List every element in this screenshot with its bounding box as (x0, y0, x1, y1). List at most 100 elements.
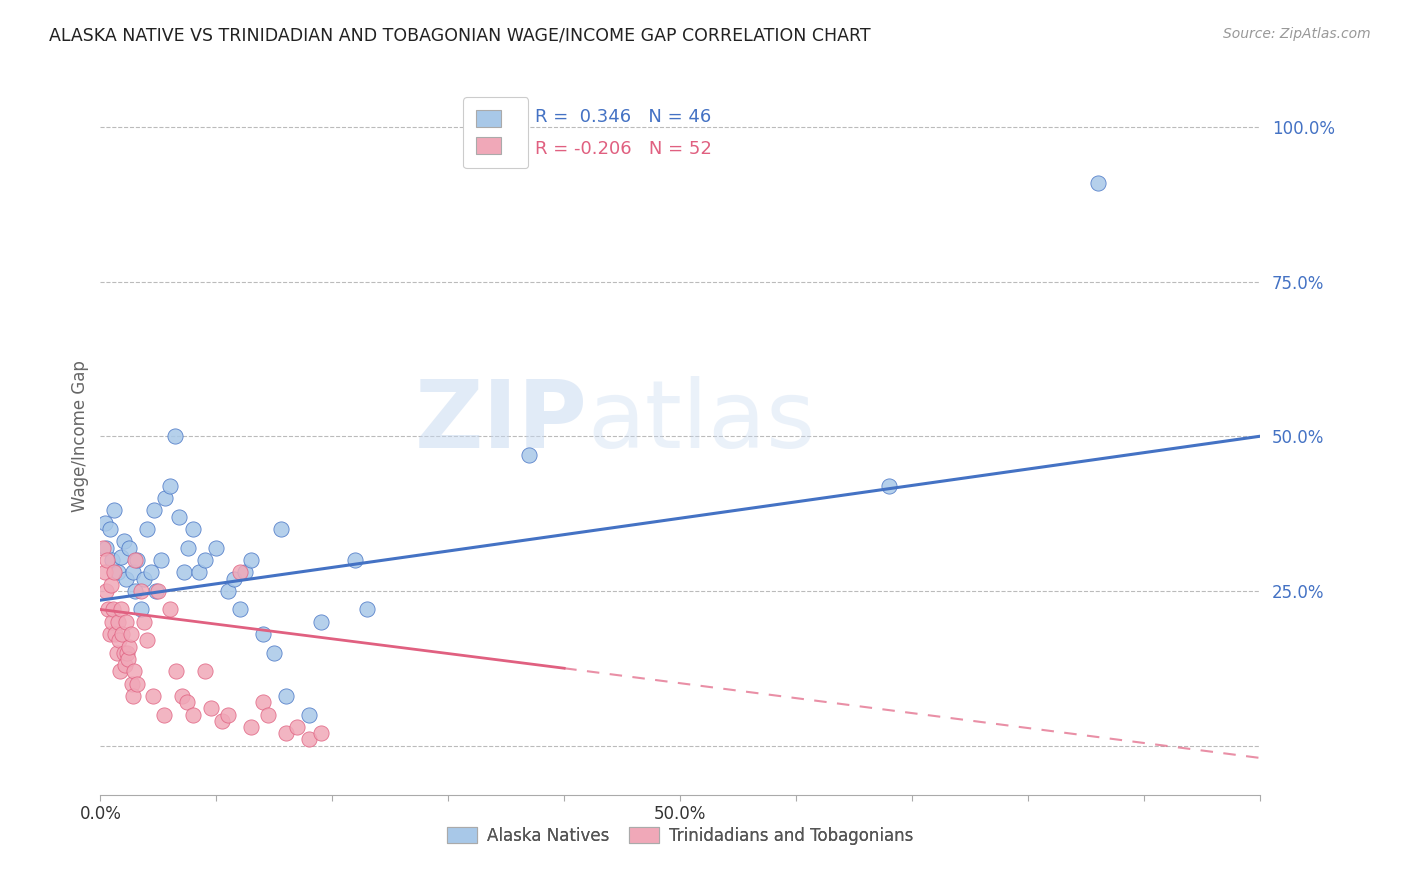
Point (181, 522, 204, 536)
Point (877, 479, 900, 493)
Point (115, 615, 138, 629)
Point (309, 726, 332, 740)
Point (124, 553, 146, 567)
Point (149, 553, 172, 567)
Text: R = -0.206   N = 52: R = -0.206 N = 52 (536, 140, 711, 158)
Point (101, 553, 124, 567)
Text: R =  0.346   N = 46: R = 0.346 N = 46 (536, 108, 711, 127)
Text: ZIP: ZIP (415, 376, 588, 468)
Point (176, 695, 198, 709)
Point (187, 566, 209, 580)
Point (167, 509, 190, 524)
Point (240, 720, 263, 734)
Point (107, 615, 129, 629)
Point (121, 676, 143, 690)
Point (205, 541, 228, 555)
Point (287, 720, 309, 734)
Point (1087, 176, 1109, 190)
Point (257, 707, 280, 722)
Point (228, 566, 250, 580)
Point (129, 583, 152, 598)
Text: atlas: atlas (588, 376, 815, 468)
Point (98, 522, 121, 536)
Point (115, 646, 138, 660)
Point (274, 726, 297, 740)
Point (142, 503, 165, 517)
Point (121, 689, 143, 703)
Point (170, 689, 193, 703)
Point (228, 602, 250, 616)
Point (120, 627, 142, 641)
Point (194, 553, 217, 567)
Point (96, 553, 118, 567)
Point (173, 566, 195, 580)
Point (110, 602, 132, 616)
Point (263, 646, 285, 660)
Text: ALASKA NATIVE VS TRINIDADIAN AND TOBAGONIAN WAGE/INCOME GAP CORRELATION CHART: ALASKA NATIVE VS TRINIDADIAN AND TOBAGON… (49, 27, 870, 45)
Point (110, 549, 132, 564)
Point (309, 615, 332, 629)
Point (177, 541, 200, 555)
Point (356, 602, 378, 616)
Point (94, 541, 117, 555)
Point (121, 566, 143, 580)
Point (118, 541, 141, 555)
Point (117, 652, 139, 666)
Point (200, 701, 222, 715)
Point (222, 572, 245, 586)
Point (344, 553, 367, 567)
Point (252, 695, 274, 709)
Point (114, 658, 136, 673)
Point (159, 602, 181, 616)
Point (112, 646, 135, 660)
Point (240, 553, 263, 567)
Point (145, 583, 167, 598)
Point (94, 566, 117, 580)
Point (108, 633, 131, 648)
Point (100, 578, 122, 592)
Point (127, 676, 149, 690)
Point (148, 583, 170, 598)
Point (112, 534, 135, 549)
Point (153, 707, 176, 722)
Point (270, 522, 292, 536)
Point (159, 479, 181, 493)
Point (194, 665, 217, 679)
Point (101, 615, 124, 629)
Point (298, 732, 321, 747)
Point (298, 707, 321, 722)
Point (135, 633, 157, 648)
Point (98, 627, 121, 641)
Point (519, 448, 541, 462)
Point (135, 522, 157, 536)
Point (181, 707, 204, 722)
Point (107, 566, 129, 580)
Point (122, 665, 145, 679)
Point (115, 572, 138, 586)
Point (129, 602, 152, 616)
Y-axis label: Wage/Income Gap: Wage/Income Gap (72, 360, 89, 512)
Point (104, 627, 127, 641)
Text: Source: ZipAtlas.com: Source: ZipAtlas.com (1223, 27, 1371, 41)
Point (103, 503, 125, 517)
Point (141, 566, 163, 580)
Point (134, 572, 156, 586)
Point (165, 665, 187, 679)
Legend: Alaska Natives, Trinidadians and Tobagonians: Alaska Natives, Trinidadians and Tobagon… (440, 820, 920, 851)
Point (97, 602, 120, 616)
Point (94, 516, 117, 530)
Point (111, 627, 134, 641)
Point (233, 566, 256, 580)
Point (274, 689, 297, 703)
Point (134, 615, 156, 629)
Point (91, 541, 114, 555)
Point (217, 707, 239, 722)
Point (94, 583, 117, 598)
Point (217, 583, 239, 598)
Point (101, 602, 124, 616)
Point (124, 583, 146, 598)
Point (252, 627, 274, 641)
Point (105, 646, 128, 660)
Point (108, 665, 131, 679)
Point (211, 714, 233, 728)
